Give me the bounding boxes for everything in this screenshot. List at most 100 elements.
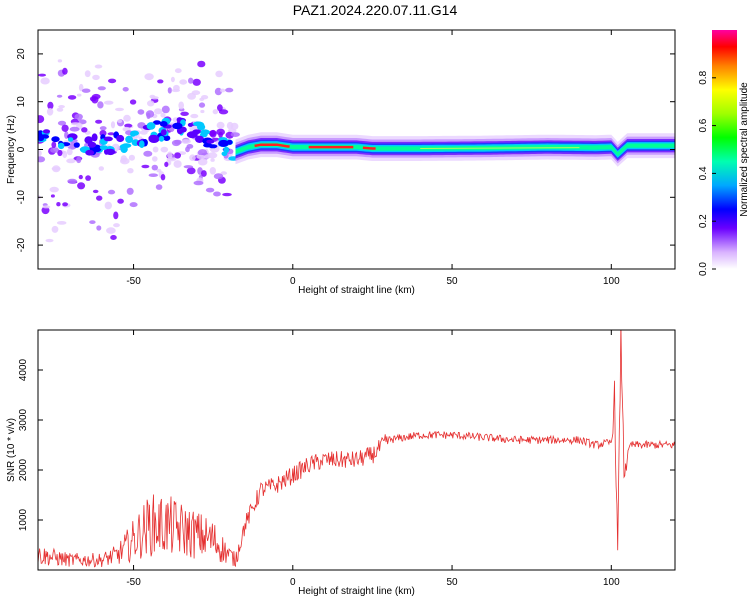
signal-blob bbox=[119, 144, 127, 149]
noise-blob bbox=[186, 167, 196, 175]
noise-blob bbox=[129, 99, 137, 105]
noise-blob bbox=[193, 180, 204, 186]
x-tick-label: -50 bbox=[126, 276, 141, 287]
colorbar-label: Normalized spectral amplitude bbox=[739, 82, 750, 217]
signal-blob bbox=[125, 135, 133, 144]
noise-blob bbox=[107, 132, 115, 136]
signal-blob bbox=[195, 135, 204, 143]
noise-blob bbox=[203, 154, 211, 159]
noise-blob bbox=[197, 149, 208, 156]
noise-blob bbox=[71, 122, 80, 126]
noise-blob bbox=[108, 78, 117, 84]
signal-blob bbox=[160, 129, 167, 136]
noise-blob bbox=[56, 221, 67, 225]
signal-blob bbox=[153, 120, 161, 125]
noise-blob bbox=[97, 101, 104, 109]
noise-blob bbox=[178, 101, 184, 110]
colorbar-gradient bbox=[712, 30, 737, 269]
noise-blob bbox=[110, 235, 117, 240]
noise-blob bbox=[167, 87, 172, 94]
y-tick-label: -20 bbox=[16, 237, 27, 252]
signal-blob bbox=[172, 122, 183, 130]
noise-blob bbox=[51, 141, 57, 148]
noise-blob bbox=[127, 168, 134, 174]
noise-blob bbox=[201, 95, 209, 100]
signal-blob bbox=[186, 131, 198, 139]
noise-blob bbox=[122, 87, 129, 92]
signal-blob bbox=[187, 122, 193, 127]
noise-blob bbox=[47, 101, 54, 110]
noise-blob bbox=[179, 79, 188, 85]
noise-blob bbox=[160, 146, 169, 153]
noise-blob bbox=[173, 160, 182, 168]
signal-blob bbox=[139, 140, 145, 148]
noise-blob bbox=[52, 165, 61, 173]
x-tick-label: 100 bbox=[603, 577, 620, 588]
noise-blob bbox=[41, 206, 50, 215]
noise-blob bbox=[141, 164, 150, 169]
noise-blob bbox=[185, 146, 190, 153]
noise-blob bbox=[126, 187, 134, 195]
noise-blob bbox=[58, 105, 65, 109]
noise-blob bbox=[215, 70, 223, 78]
noise-blob bbox=[129, 202, 138, 208]
noise-blob bbox=[181, 139, 191, 144]
noise-blob bbox=[98, 166, 105, 171]
noise-blob bbox=[137, 109, 145, 115]
noise-blob bbox=[230, 132, 240, 138]
noise-blob bbox=[117, 198, 124, 204]
noise-blob bbox=[196, 154, 206, 159]
noise-blob bbox=[218, 131, 223, 138]
noise-blob bbox=[97, 86, 106, 91]
snr-frame bbox=[37, 329, 676, 571]
x-axis-label: Height of straight line (km) bbox=[298, 285, 415, 296]
signal-blob bbox=[103, 136, 113, 142]
noise-blob bbox=[56, 202, 61, 207]
noise-blob bbox=[216, 121, 225, 129]
x-tick-label: 50 bbox=[446, 577, 458, 588]
y-tick-label: 1000 bbox=[18, 508, 29, 531]
noise-blob bbox=[170, 76, 175, 83]
signal-blob bbox=[67, 137, 74, 142]
noise-blob bbox=[81, 88, 91, 93]
noise-blob bbox=[96, 225, 102, 231]
noise-blob bbox=[210, 158, 215, 162]
noise-blob bbox=[151, 164, 158, 171]
noise-blob bbox=[99, 126, 107, 131]
noise-blob bbox=[156, 168, 162, 173]
noise-blob bbox=[95, 119, 103, 124]
noise-blob bbox=[76, 156, 82, 164]
signal-blob bbox=[51, 136, 60, 143]
noise-blob bbox=[38, 156, 46, 163]
noise-blob bbox=[40, 77, 50, 85]
signal-blob bbox=[116, 134, 125, 143]
noise-blob bbox=[62, 150, 68, 159]
noise-blob bbox=[167, 151, 173, 159]
noise-blob bbox=[205, 187, 215, 193]
signal-blob bbox=[146, 122, 156, 130]
colorbar-tick-label: 0.4 bbox=[698, 166, 709, 180]
noise-blob bbox=[61, 124, 69, 132]
noise-blob bbox=[192, 78, 201, 86]
noise-blob bbox=[209, 131, 216, 137]
noise-blob bbox=[66, 148, 73, 156]
noise-blob bbox=[174, 152, 182, 159]
signal-blob bbox=[197, 124, 206, 131]
noise-blob bbox=[42, 205, 51, 209]
noise-blob bbox=[123, 114, 131, 122]
noise-blob bbox=[76, 93, 82, 97]
noise-blob bbox=[38, 115, 45, 124]
noise-blob bbox=[147, 100, 155, 107]
noise-blob bbox=[106, 227, 116, 234]
signal-blob bbox=[99, 145, 108, 151]
noise-blob bbox=[222, 192, 232, 197]
noise-blob bbox=[103, 100, 114, 105]
x-tick-label: -50 bbox=[126, 577, 141, 588]
noise-blob bbox=[200, 109, 205, 114]
noise-blob bbox=[89, 220, 96, 225]
noise-blob bbox=[38, 150, 42, 157]
noise-blob bbox=[191, 90, 201, 96]
noise-blob bbox=[214, 87, 222, 96]
noise-blob bbox=[104, 201, 113, 210]
signal-blob bbox=[130, 130, 140, 136]
